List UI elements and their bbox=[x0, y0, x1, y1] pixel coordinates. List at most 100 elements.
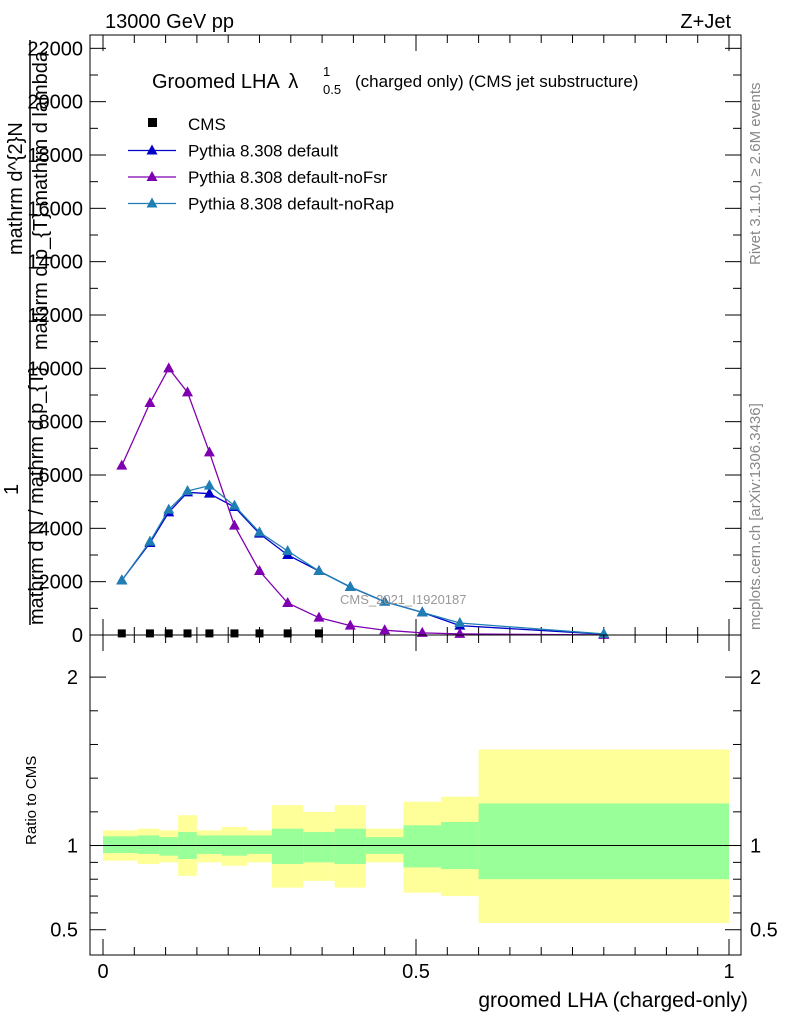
main-ytick-label: 20000 bbox=[27, 92, 83, 114]
xtick-label: 0.5 bbox=[402, 961, 430, 983]
ylabel-line1: mathrm d^{2}N bbox=[5, 122, 27, 255]
xtick-label: 0 bbox=[97, 961, 108, 983]
legend-item: Pythia 8.308 default-noRap bbox=[128, 195, 394, 214]
ratio-ytick-label: 1 bbox=[67, 836, 78, 858]
cms-point bbox=[205, 629, 214, 638]
ratio-bands bbox=[103, 749, 729, 923]
series-point bbox=[454, 617, 466, 627]
ratio-band-inner bbox=[334, 828, 366, 865]
legend-label: CMS bbox=[188, 115, 226, 134]
main-ytick-label: 16000 bbox=[27, 198, 83, 220]
series-point bbox=[203, 487, 215, 498]
cms-point bbox=[255, 629, 264, 638]
main-ytick-label: 12000 bbox=[27, 305, 83, 327]
series-point bbox=[182, 485, 194, 495]
series-point bbox=[228, 499, 240, 510]
cms-point bbox=[117, 629, 126, 638]
legend-marker bbox=[148, 118, 157, 127]
main-ytick-label: 18000 bbox=[27, 145, 83, 167]
series-point bbox=[144, 535, 156, 546]
legend-item: Pythia 8.308 default-noFsr bbox=[128, 168, 388, 187]
series-point bbox=[282, 545, 294, 555]
main-ytick-label: 2000 bbox=[39, 572, 84, 594]
xtick-label: 1 bbox=[723, 961, 734, 983]
mcplots-label: mcplots.cern.ch [arXiv:1306.3436] bbox=[747, 403, 764, 630]
series-point bbox=[203, 446, 215, 457]
ratio-panel: 0.5 0.51 12 2 0 0.5 1 bbox=[50, 634, 778, 983]
series-point bbox=[254, 526, 265, 537]
ratio-band-inner bbox=[403, 825, 442, 868]
series-point bbox=[344, 581, 356, 591]
y-axis-label: mathrm d^{2}N mathrm d p_{T} mathrm d la… bbox=[1, 40, 52, 625]
series-3 bbox=[116, 479, 610, 638]
ylabel-line4: mathrm d N / mathrm d p_{T} bbox=[26, 366, 48, 625]
series-point bbox=[416, 626, 428, 637]
title-subscript: 0.5 bbox=[323, 82, 341, 97]
ylabel-line3: 1 bbox=[1, 484, 23, 495]
ratio-y-ticks: 0.5 0.5 1 1 2 2 bbox=[50, 667, 778, 942]
ratio-ytick-label-right: 0.5 bbox=[750, 920, 778, 942]
header-left: 13000 GeV pp bbox=[105, 11, 234, 33]
series-1 bbox=[116, 486, 610, 639]
ratio-ytick-label: 0.5 bbox=[50, 920, 78, 942]
series-point bbox=[163, 362, 175, 373]
series-point bbox=[416, 606, 428, 617]
ratio-ytick-label-right: 2 bbox=[750, 667, 761, 689]
series-0 bbox=[117, 629, 323, 638]
legend-label: Pythia 8.308 default-noFsr bbox=[188, 168, 388, 187]
main-ytick-label: 10000 bbox=[27, 358, 83, 380]
legend-marker bbox=[146, 144, 158, 155]
ratio-x-ticks: 0 0.5 1 bbox=[97, 635, 735, 983]
ratio-band-inner bbox=[246, 835, 273, 854]
x-axis-label: groomed LHA (charged-only) bbox=[478, 989, 748, 1012]
series-point bbox=[228, 519, 240, 530]
main-ytick-label: 6000 bbox=[39, 465, 84, 487]
legend-item: Pythia 8.308 default bbox=[128, 142, 339, 161]
ratio-band-inner bbox=[137, 835, 160, 854]
series-point bbox=[182, 386, 194, 397]
ratio-band-inner bbox=[478, 803, 729, 880]
ylabel-line2: mathrm d p_{T} mathrm d lambda bbox=[30, 50, 52, 350]
ratio-band-inner bbox=[103, 836, 138, 854]
series-point bbox=[282, 597, 294, 607]
main-panel: 0 2000 4000 6000 8000 10000 12000 14000 16000 180… bbox=[27, 34, 742, 647]
series-line bbox=[121, 491, 604, 635]
ratio-ylabel: Ratio to CMS bbox=[23, 756, 40, 845]
legend-label: Pythia 8.308 default bbox=[188, 142, 339, 161]
main-ytick-label: 22000 bbox=[27, 38, 83, 60]
ratio-ytick-label-right: 1 bbox=[750, 836, 761, 858]
series-point bbox=[144, 397, 156, 407]
ratio-band-inner bbox=[196, 835, 222, 854]
chart-title: Groomed LHA λ 1 0.5 (charged only) (CMS … bbox=[152, 64, 638, 97]
rivet-label: Rivet 3.1.10, ≥ 2.6M events bbox=[747, 83, 764, 266]
legend: CMS Pythia 8.308 default Pythia 8.308 defa… bbox=[128, 115, 394, 214]
main-ytick-label: 4000 bbox=[39, 518, 84, 540]
legend-item: CMS bbox=[148, 115, 226, 134]
title-symbol: λ bbox=[288, 71, 298, 93]
main-ytick-label: 8000 bbox=[39, 412, 84, 434]
series-point bbox=[313, 565, 325, 575]
series-point bbox=[344, 619, 356, 630]
series-point bbox=[203, 479, 215, 490]
series-point bbox=[379, 624, 391, 635]
main-ytick-label: 14000 bbox=[27, 252, 83, 274]
main-series bbox=[116, 362, 610, 639]
ratio-band-inner bbox=[272, 828, 304, 865]
title-main: Groomed LHA bbox=[152, 71, 280, 93]
svg-text:Groomed LHA λ: Groomed LHA λ bbox=[152, 71, 298, 93]
legend-marker bbox=[146, 197, 158, 208]
series-point bbox=[254, 565, 265, 575]
cms-point bbox=[314, 629, 323, 638]
series-line bbox=[121, 484, 604, 635]
cms-point bbox=[283, 629, 292, 638]
main-y-ticks: 0 2000 4000 6000 8000 10000 12000 14000 16000 180… bbox=[27, 38, 741, 647]
title-superscript: 1 bbox=[323, 64, 330, 79]
series-point bbox=[379, 595, 391, 606]
ratio-band-inner bbox=[303, 832, 335, 863]
series-point bbox=[313, 611, 325, 622]
ratio-band-inner bbox=[159, 837, 179, 856]
legend-marker bbox=[146, 171, 158, 181]
watermark: CMS_2021_I1920187 bbox=[340, 592, 467, 607]
title-suffix: (charged only) (CMS jet substructure) bbox=[355, 72, 638, 91]
